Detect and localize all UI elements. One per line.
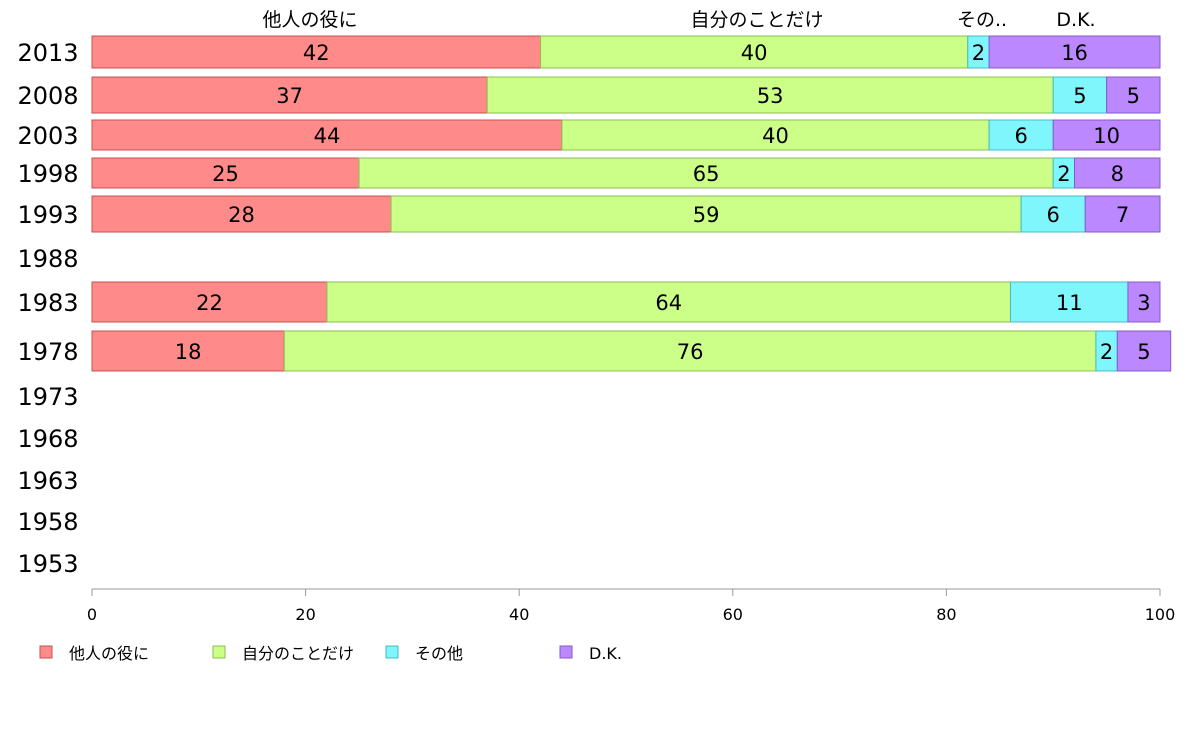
legend-swatch (39, 645, 53, 659)
data-label: 37 (276, 84, 303, 108)
data-label: 25 (212, 162, 239, 186)
bar-segment (91, 157, 360, 189)
data-label: 2 (1057, 162, 1070, 186)
column-header: 他人の役に (262, 9, 357, 31)
legend-swatch (385, 645, 399, 659)
bar-segment (1106, 76, 1161, 114)
data-label: 2 (1100, 340, 1113, 364)
bar-segment (540, 35, 969, 69)
bar-segment (988, 119, 1054, 151)
column-headers: 他人の役に 自分のことだけ その.. D.K. (262, 9, 1095, 31)
bar-segment (486, 76, 1054, 114)
bar-segment (283, 330, 1097, 372)
data-label: 6 (1047, 203, 1060, 227)
bar-segment (1074, 157, 1161, 189)
data-label: 7 (1116, 203, 1129, 227)
data-label: 5 (1073, 84, 1086, 108)
x-tick-label: 60 (723, 605, 743, 624)
legend-label: その他 (415, 644, 463, 663)
x-tick-label: 100 (1145, 605, 1176, 624)
x-tick-label: 20 (295, 605, 315, 624)
data-label: 5 (1137, 340, 1150, 364)
legend-swatch (559, 645, 573, 659)
data-label: 18 (175, 340, 202, 364)
legend: 他人の役に 自分のことだけ その他 D.K. (39, 644, 622, 663)
year-label: 1988 (17, 245, 78, 273)
x-axis: 0 20 40 60 80 100 (87, 588, 1176, 624)
bar-segment (1009, 281, 1129, 323)
year-label: 1993 (17, 201, 78, 229)
year-label: 1963 (17, 467, 78, 495)
legend-label: 他人の役に (69, 644, 149, 663)
bar-segment (91, 35, 542, 69)
year-label: 1978 (17, 338, 78, 366)
bar-segment (1084, 195, 1161, 233)
x-tick-label: 0 (87, 605, 97, 624)
bar-segment (1052, 119, 1161, 151)
bar-segment (1127, 281, 1161, 323)
year-label: 1958 (17, 508, 78, 536)
data-label: 40 (741, 41, 768, 65)
year-label: 1973 (17, 383, 78, 411)
x-tick-label: 80 (936, 605, 956, 624)
bar-segment (91, 330, 285, 372)
legend-label: D.K. (589, 644, 622, 663)
bar-segment (561, 119, 990, 151)
x-tick-label: 40 (509, 605, 529, 624)
data-label: 22 (196, 291, 223, 315)
data-label: 2 (972, 41, 985, 65)
column-header: その.. (957, 9, 1007, 31)
year-label: 1968 (17, 425, 78, 453)
data-label: 10 (1093, 124, 1120, 148)
data-label: 65 (693, 162, 720, 186)
bar-segment (1020, 195, 1086, 233)
bar-segment (91, 119, 563, 151)
column-header: D.K. (1056, 9, 1095, 31)
legend-label: 自分のことだけ (242, 644, 354, 663)
data-label: 59 (693, 203, 720, 227)
data-label: 6 (1014, 124, 1027, 148)
data-label: 16 (1061, 41, 1088, 65)
data-label: 64 (655, 291, 682, 315)
data-label: 76 (677, 340, 704, 364)
bar-segment (1052, 76, 1108, 114)
data-label: 28 (228, 203, 255, 227)
data-label: 40 (762, 124, 789, 148)
bar-segment (988, 35, 1161, 69)
data-label: 42 (303, 41, 330, 65)
data-label: 44 (314, 124, 341, 148)
year-label: 1998 (17, 160, 78, 188)
bar-segment (1116, 330, 1172, 372)
year-label: 2003 (17, 122, 78, 150)
legend-swatch (212, 645, 226, 659)
bar-segment (91, 76, 488, 114)
data-label: 8 (1111, 162, 1124, 186)
column-header: 自分のことだけ (690, 9, 823, 31)
data-label: 3 (1137, 291, 1150, 315)
year-label: 1983 (17, 289, 78, 317)
year-label: 1953 (17, 550, 78, 578)
data-label: 11 (1056, 291, 1083, 315)
year-label: 2013 (17, 39, 78, 67)
data-label: 5 (1127, 84, 1140, 108)
data-label: 53 (757, 84, 784, 108)
year-label: 2008 (17, 82, 78, 110)
bar-segment (358, 157, 1054, 189)
